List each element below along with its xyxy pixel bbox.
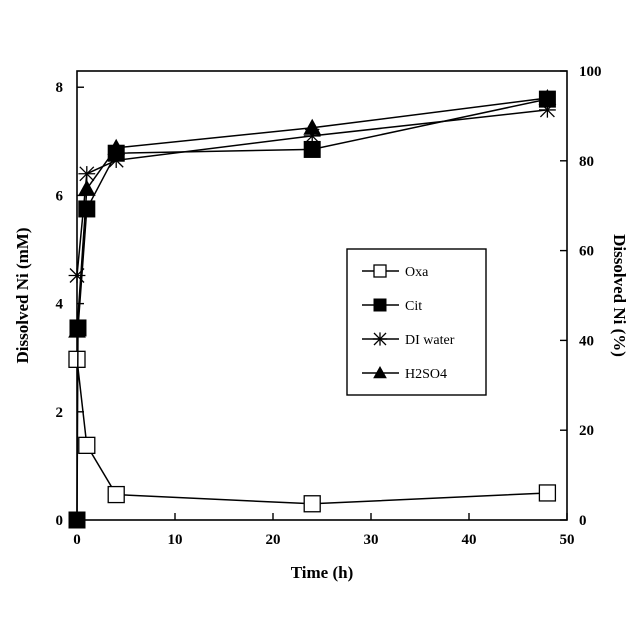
data-point: [79, 437, 95, 453]
x-axis-title: Time (h): [291, 563, 354, 582]
data-point: [69, 268, 86, 283]
data-point: [69, 512, 85, 528]
x-tick-label: 20: [266, 532, 281, 548]
y-tick-label: 6: [56, 188, 64, 204]
y2-tick-label: 100: [579, 64, 602, 80]
data-point: [79, 181, 95, 195]
y-axis-title: Dissolved Ni (mM): [13, 228, 32, 364]
data-point: [79, 201, 95, 217]
x-tick-label: 10: [168, 532, 183, 548]
data-point: [373, 332, 387, 345]
y-tick-label: 2: [56, 405, 64, 421]
x-tick-label: 0: [73, 532, 81, 548]
data-point: [78, 166, 95, 181]
data-point: [374, 299, 386, 311]
y-tick-label: 0: [56, 513, 64, 529]
data-point: [374, 265, 386, 277]
legend: Oxa Cit DI water H2SO4: [347, 249, 486, 395]
y2-tick-label: 20: [579, 423, 594, 439]
axes-layer: 0102030405002468020406080100: [56, 64, 602, 548]
y2-tick-label: 0: [579, 513, 587, 529]
x-tick-label: 40: [462, 532, 477, 548]
data-point: [304, 141, 320, 157]
y-tick-label: 8: [56, 80, 64, 96]
y2-axis-title: Dissolved Ni (%): [610, 234, 629, 357]
data-point: [69, 351, 85, 367]
legend-label: Oxa: [405, 265, 429, 280]
data-point: [108, 487, 124, 503]
legend-label: DI water: [405, 333, 455, 348]
legend-label: Cit: [405, 299, 422, 314]
x-tick-label: 50: [560, 532, 575, 548]
y2-tick-label: 80: [579, 154, 594, 170]
data-point: [539, 485, 555, 501]
y2-tick-label: 40: [579, 333, 594, 349]
x-tick-label: 30: [364, 532, 379, 548]
y-tick-label: 4: [56, 297, 64, 313]
plot-frame: [77, 71, 567, 520]
legend-label: H2SO4: [405, 367, 447, 382]
data-point: [304, 496, 320, 512]
y2-tick-label: 60: [579, 244, 594, 260]
